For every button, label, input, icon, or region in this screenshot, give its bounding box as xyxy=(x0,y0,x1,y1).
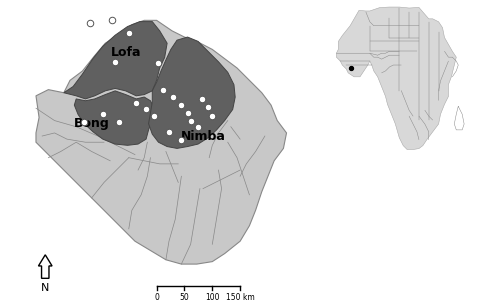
Point xyxy=(108,17,116,22)
Point xyxy=(204,105,212,109)
Polygon shape xyxy=(74,91,155,145)
Text: 50: 50 xyxy=(180,293,190,301)
Text: 150 km: 150 km xyxy=(226,293,254,301)
Point xyxy=(99,112,107,117)
Point xyxy=(184,111,192,115)
Point xyxy=(198,96,206,101)
Text: 100: 100 xyxy=(205,293,220,301)
Point xyxy=(178,103,186,108)
Point xyxy=(178,138,186,143)
Point xyxy=(159,87,167,92)
Text: Nimba: Nimba xyxy=(180,130,226,142)
Polygon shape xyxy=(36,20,286,264)
Point xyxy=(86,20,94,25)
Point xyxy=(347,65,355,70)
Point xyxy=(150,113,158,118)
Point xyxy=(194,124,202,129)
Point xyxy=(208,113,216,118)
Text: Bong: Bong xyxy=(74,117,110,130)
Point xyxy=(170,95,177,99)
Point xyxy=(154,61,162,65)
Text: 0: 0 xyxy=(154,293,159,301)
Point xyxy=(165,129,173,134)
Point xyxy=(110,59,118,64)
Polygon shape xyxy=(148,37,235,148)
Point xyxy=(186,118,194,123)
Text: Lofa: Lofa xyxy=(110,46,141,59)
Polygon shape xyxy=(64,22,167,99)
Point xyxy=(142,107,150,112)
Point xyxy=(132,101,140,106)
Point xyxy=(116,119,124,124)
Text: N: N xyxy=(41,283,50,293)
Point xyxy=(125,30,133,35)
Polygon shape xyxy=(336,7,456,150)
Point xyxy=(80,119,88,124)
FancyArrow shape xyxy=(38,255,52,278)
